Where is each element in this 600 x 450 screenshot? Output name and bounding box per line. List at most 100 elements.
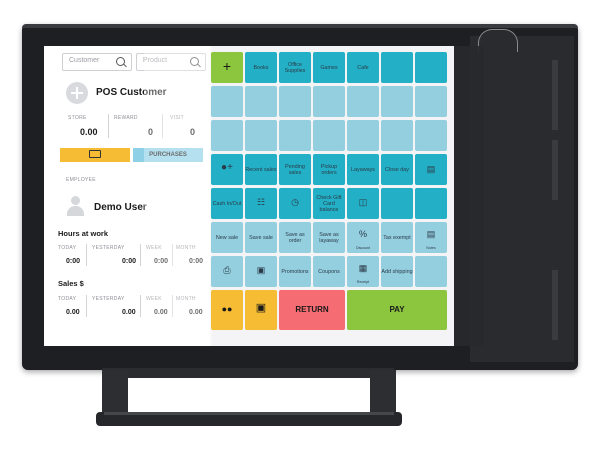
layaways-button[interactable]: Layaways [347,154,379,185]
tile-label: Recent sales [245,166,277,173]
return-button[interactable]: RETURN [279,290,345,330]
empty-tile[interactable] [211,120,243,151]
add-customer-tile-button[interactable]: ●+ [211,154,243,185]
save-as-layaway-button[interactable]: Save as layaway [313,222,345,253]
empty-tile[interactable] [415,120,447,151]
lock-button[interactable]: ▣ [245,290,277,330]
tile-label: Save as order [285,231,305,244]
hours-yesterday-label: YESTERDAY [92,245,125,251]
tile-label: Promotions [281,268,309,275]
empty-tile[interactable] [347,86,379,117]
pending-sales-button[interactable]: Pending sales [279,154,311,185]
customers-tile-button[interactable]: ●● [211,290,243,330]
empty-tile[interactable] [415,188,447,219]
hours-today-value: 0:00 [66,258,81,265]
tile-label: Receipt [356,280,370,284]
empty-tile[interactable] [211,86,243,117]
recent-sales-button[interactable]: Recent sales [245,154,277,185]
privacy-filter-overhang [454,46,484,346]
category-games-button[interactable]: Games [313,52,345,83]
empty-tile[interactable] [381,52,413,83]
tile-label: Cafe [357,64,369,71]
promotions-button[interactable]: Promotions [279,256,311,287]
notes-button[interactable]: ▤ Notes [415,222,447,253]
filter-edge-strip [552,60,558,130]
visit-label: VISIT [170,115,185,121]
sales-today-label: TODAY [58,296,77,302]
category-office-supplies-button[interactable]: Office Supplies [279,52,311,83]
person-plus-icon: ●+ [221,162,233,173]
empty-tile[interactable] [347,120,379,151]
privacy-filter-tab [478,29,518,52]
search-icon[interactable] [190,57,199,66]
category-books-button[interactable]: Books [245,52,277,83]
empty-tile[interactable] [279,120,311,151]
filter-edge-strip [552,270,558,340]
reward-label: REWARD [114,115,138,121]
printer-icon: ⎙ [223,265,231,275]
category-cafe-button[interactable]: Cafe [347,52,379,83]
privacy-filter-panel [470,36,574,362]
cash-drawer-tile-button[interactable]: ▣ [245,256,277,287]
hours-yesterday-value: 0:00 [122,258,137,265]
printer-tile-button[interactable]: ⎙ [211,256,243,287]
clipboard-icon: ▤ [426,229,436,239]
empty-tile[interactable] [313,86,345,117]
hours-today-label: TODAY [58,245,77,251]
customer-search-placeholder: Customer [69,57,100,64]
empty-tile[interactable] [313,120,345,151]
register-tile-button[interactable]: ◫ [347,188,379,219]
users-icon: ●● [221,304,233,314]
empty-tile[interactable] [415,52,447,83]
save-as-order-button[interactable]: Save as order [279,222,311,253]
empty-tile[interactable] [381,120,413,151]
barcode-search-icon: ☷ [256,197,266,207]
pickup-orders-button[interactable]: Pickup orders [313,154,345,185]
percent-icon: % [358,229,368,239]
pay-button[interactable]: PAY [347,290,447,330]
add-shipping-button[interactable]: Add shipping [381,256,413,287]
empty-tile[interactable] [381,86,413,117]
visit-value: 0 [190,127,196,137]
hours-at-work-title: Hours at work [58,229,109,238]
receipt-button[interactable]: ▦ Receipt [347,256,379,287]
search-icon[interactable] [116,57,125,66]
empty-tile[interactable] [415,256,447,287]
tile-label: Pickup orders [320,163,338,176]
empty-tile[interactable] [245,120,277,151]
document-icon: ▤ [426,164,436,174]
purchases-button[interactable]: PURCHASES [133,148,203,162]
customer-card-button[interactable] [60,148,130,162]
add-customer-icon[interactable] [66,82,88,104]
tile-label: Save as layaway [319,231,339,244]
new-sale-button[interactable]: New sale [211,222,243,253]
cash-in-out-button[interactable]: Cash In/Out [211,188,243,219]
customer-name: POS Customer [96,87,167,98]
empty-tile[interactable] [245,86,277,117]
close-day-button[interactable]: Close day [381,154,413,185]
check-gift-card-balance-button[interactable]: Check Gift Card balance [313,188,345,219]
price-check-button[interactable]: ☷ [245,188,277,219]
clock-tile-button[interactable]: ◷ [279,188,311,219]
pos-tile-grid: + Books Office Supplies Games Cafe ●+ Re… [209,52,449,342]
empty-tile[interactable] [415,86,447,117]
employee-section-label: EMPLOYEE [66,177,96,183]
drawer-icon: ▣ [256,265,266,275]
hours-week-label: WEEK [146,245,162,251]
customer-search-input[interactable]: Customer [62,53,132,71]
tile-label: Office Supplies [284,61,306,74]
tax-exempt-button[interactable]: Tax exempt [381,222,413,253]
discount-button[interactable]: % Discount [347,222,379,253]
coupons-button[interactable]: Coupons [313,256,345,287]
stand-foot [96,412,402,426]
save-sale-button[interactable]: Save sale [245,222,277,253]
stand-neck [102,368,394,378]
empty-tile[interactable] [381,188,413,219]
store-value: 0.00 [80,127,98,137]
store-label: STORE [68,115,87,121]
empty-tile[interactable] [279,86,311,117]
document-tile-button[interactable]: ▤ [415,154,447,185]
hours-month-value: 0:00 [189,258,204,265]
product-search-input[interactable]: Product [136,53,206,71]
add-tile-button[interactable]: + [211,52,243,83]
